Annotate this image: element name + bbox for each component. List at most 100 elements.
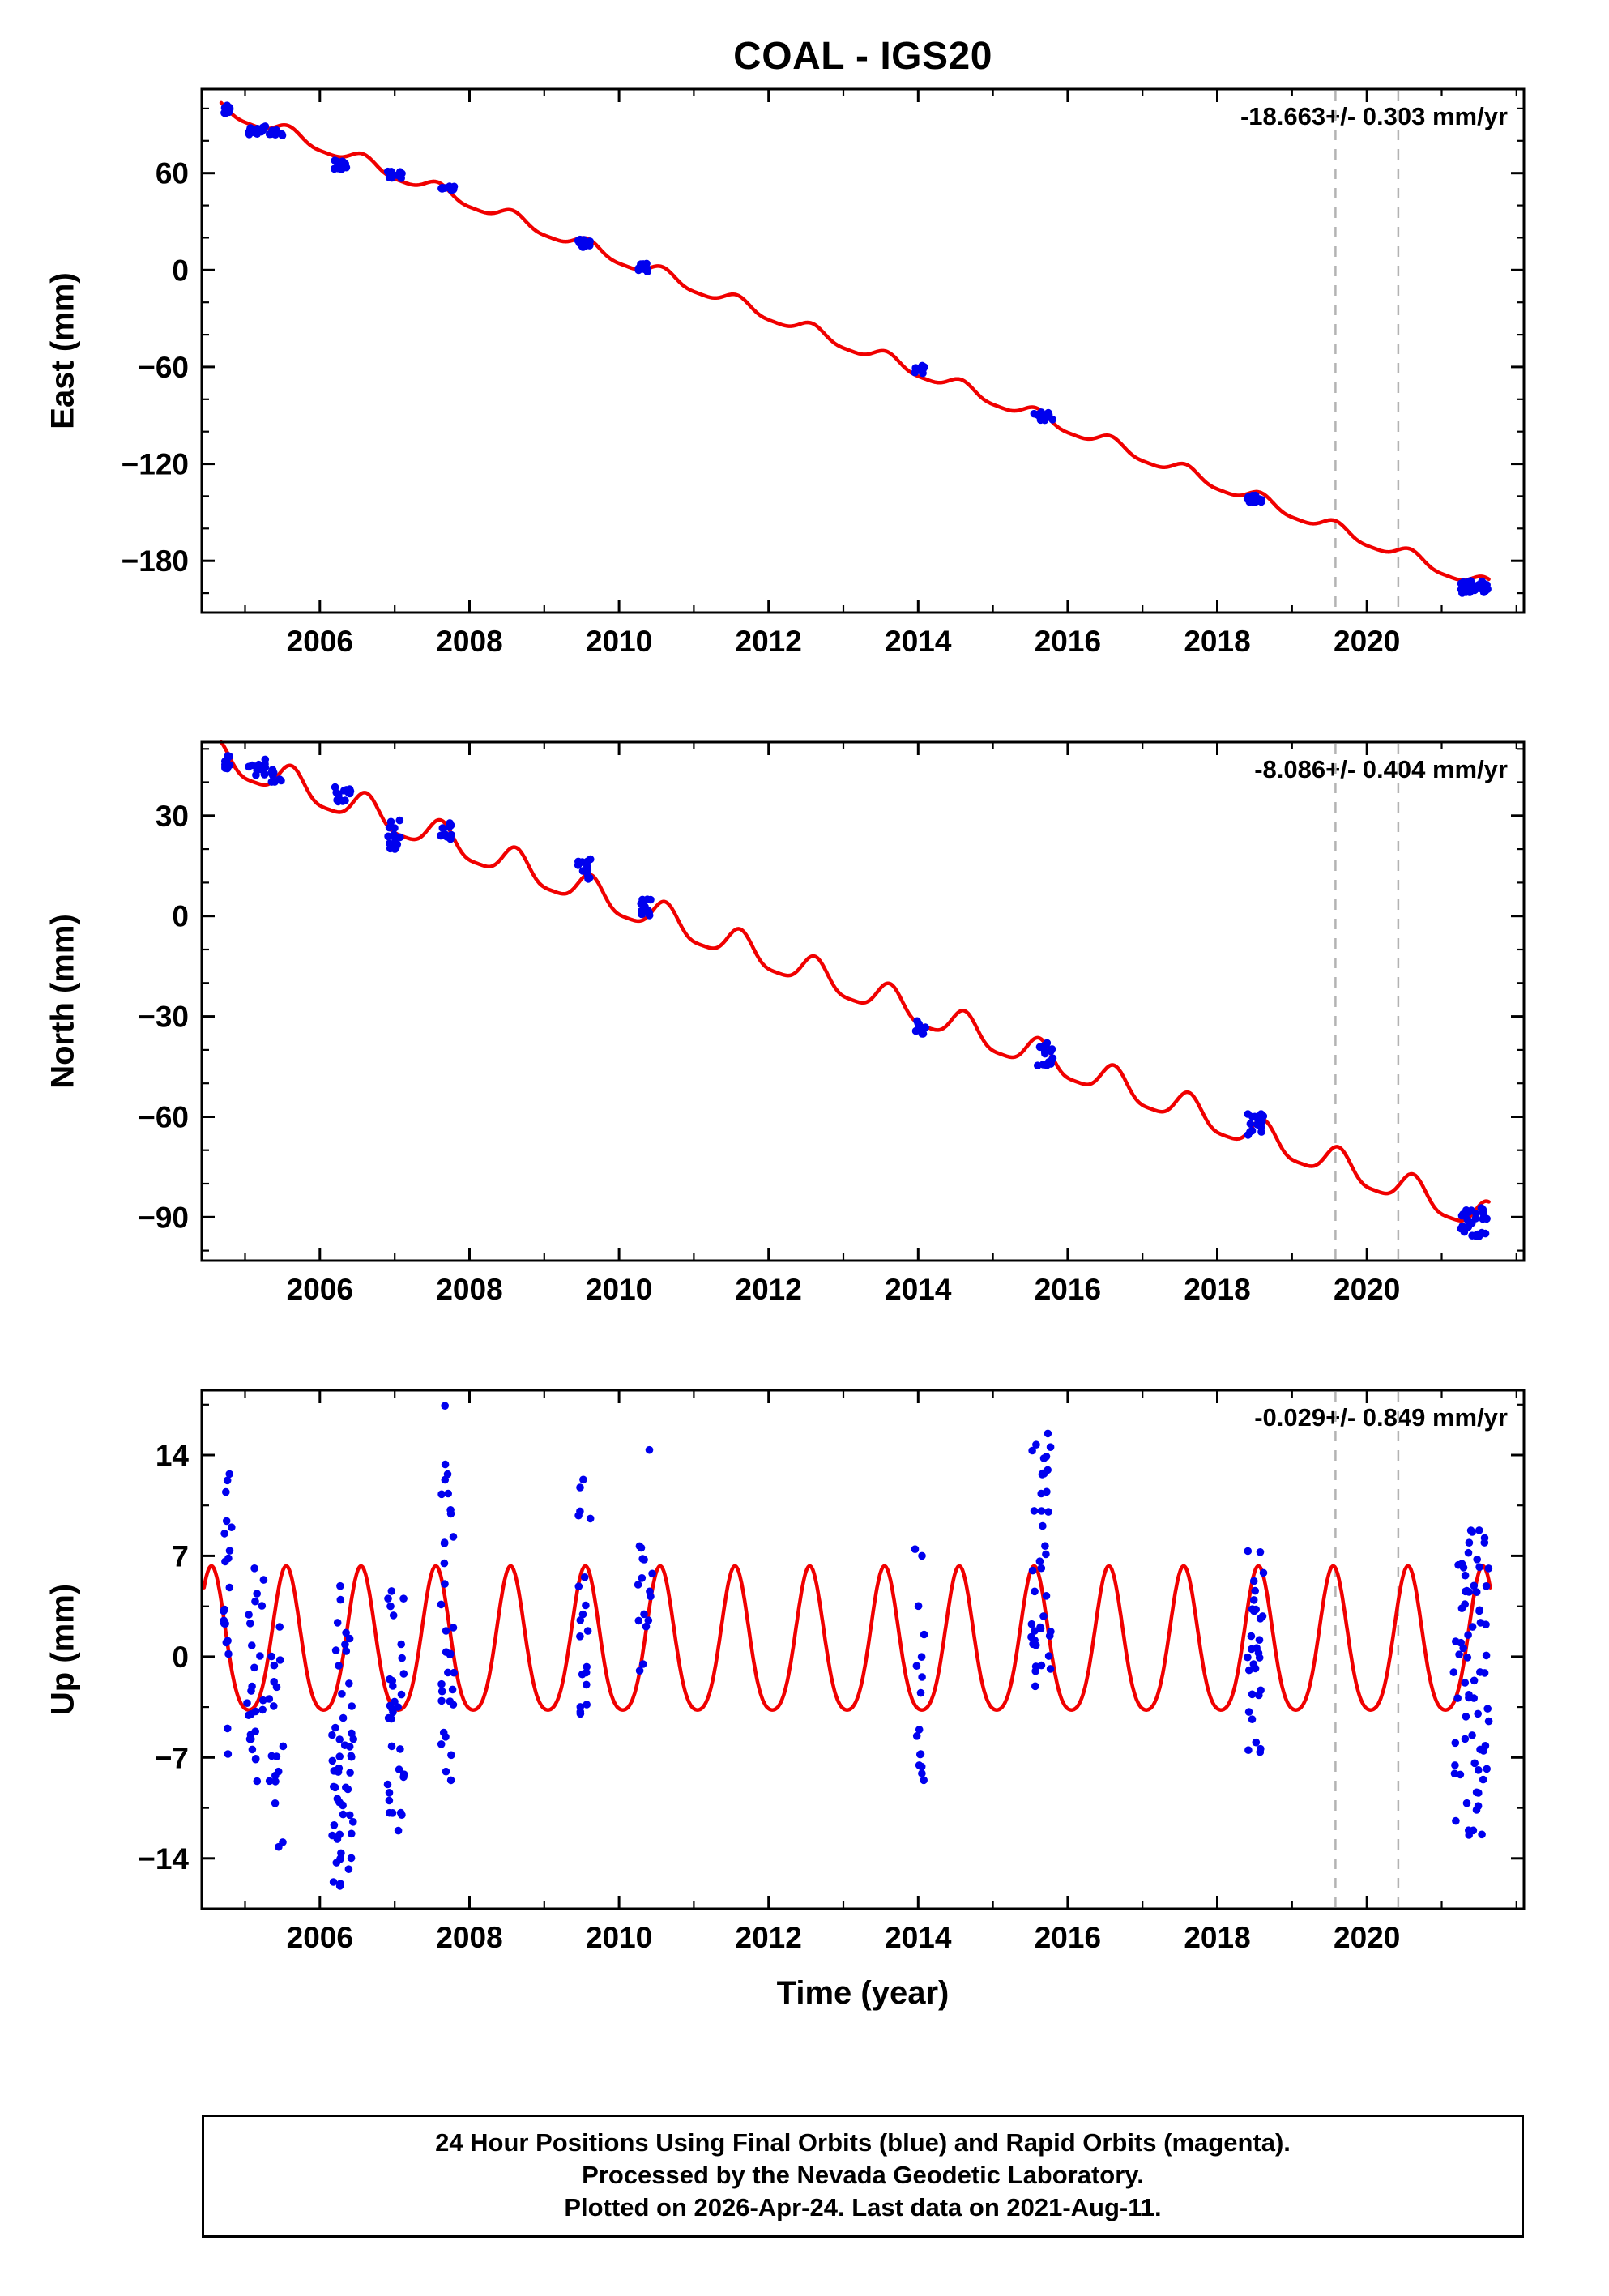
- up-data-point: [1039, 1469, 1047, 1478]
- y-tick-label: 30: [156, 800, 189, 833]
- east-frame: [200, 87, 1526, 614]
- up-panel: 2006 2008 2010 2012 2014 2016 2018 2020 14 7 0 −7 −1…: [138, 1389, 1526, 1954]
- up-data-point: [1044, 1429, 1052, 1438]
- up-data-point: [912, 1732, 921, 1740]
- caption-line-plotted: Plotted on 2026-Apr-24. Last data on 202…: [564, 2193, 1162, 2221]
- x-tick-label: 2010: [586, 625, 652, 658]
- east-data-point: [221, 103, 229, 112]
- x-tick-label: 2018: [1184, 1273, 1250, 1306]
- up-data-point: [442, 1767, 450, 1776]
- up-data-point: [1461, 1679, 1470, 1687]
- east-data-point: [385, 173, 394, 181]
- up-data-point: [267, 1652, 275, 1661]
- east-data-point: [1476, 584, 1484, 592]
- north-data-point: [1467, 1206, 1475, 1214]
- north-data-point: [645, 911, 654, 920]
- up-data-point: [394, 1826, 403, 1835]
- north-data-point: [341, 796, 349, 804]
- up-data-point: [1484, 1717, 1493, 1726]
- up-data-point: [1249, 1596, 1258, 1604]
- up-data-point: [1453, 1694, 1462, 1702]
- up-data-point: [437, 1679, 446, 1688]
- north-data-point: [1457, 1224, 1465, 1233]
- up-data-point: [449, 1701, 458, 1709]
- up-data-point: [265, 1777, 274, 1786]
- up-data-point: [1259, 1568, 1268, 1577]
- up-data-point: [328, 1731, 336, 1739]
- north-data-point: [586, 855, 595, 864]
- up-data-point: [387, 1714, 395, 1723]
- up-data-point: [271, 1771, 280, 1780]
- north-data-point: [260, 770, 269, 779]
- up-data-point: [1031, 1627, 1039, 1635]
- east-data-point: [1248, 491, 1257, 500]
- east-data-point: [580, 236, 588, 244]
- up-data-point: [279, 1742, 288, 1751]
- y-tick-label: −7: [155, 1741, 189, 1774]
- time-axis-label: Time (year): [776, 1975, 950, 2011]
- up-data-point: [1042, 1592, 1051, 1600]
- up-data-point: [344, 1865, 353, 1873]
- up-data-point: [1031, 1587, 1039, 1596]
- up-data-point: [220, 1605, 229, 1614]
- north-data-point: [1044, 1058, 1053, 1066]
- up-data-point: [259, 1696, 267, 1705]
- up-data-point: [579, 1475, 587, 1484]
- up-data-point: [446, 1776, 455, 1785]
- up-data-point: [336, 1581, 344, 1590]
- up-data-point: [335, 1798, 344, 1807]
- up-data-point: [346, 1811, 354, 1820]
- up-data-point: [1457, 1604, 1466, 1612]
- up-data-point: [1468, 1528, 1476, 1536]
- up-data-point: [1035, 1557, 1044, 1565]
- up-data-point: [918, 1551, 926, 1560]
- up-data-point: [1255, 1691, 1263, 1700]
- up-data-point: [1462, 1799, 1471, 1807]
- up-data-point: [635, 1667, 644, 1675]
- north-data-point: [331, 783, 339, 792]
- up-data-point: [1475, 1526, 1483, 1534]
- up-data-point: [1042, 1550, 1050, 1559]
- up-data-point: [348, 1729, 356, 1738]
- up-data-point: [917, 1653, 926, 1661]
- north-data-point: [1040, 1048, 1049, 1056]
- up-data-point: [1461, 1735, 1470, 1743]
- x-tick-label: 2010: [586, 1921, 652, 1954]
- east-data-point: [1255, 495, 1264, 503]
- east-data-point: [1048, 416, 1056, 424]
- up-data-point: [1244, 1708, 1253, 1716]
- x-tick-label: 2016: [1035, 1273, 1101, 1306]
- up-data-point: [245, 1611, 253, 1619]
- up-data-point: [223, 1476, 232, 1485]
- north-data-point: [1481, 1229, 1490, 1238]
- up-data-point: [275, 1656, 284, 1664]
- up-data-point: [331, 1723, 339, 1732]
- up-data-point: [1464, 1631, 1472, 1639]
- y-tick-label: 7: [172, 1539, 189, 1573]
- up-data-point: [449, 1624, 458, 1632]
- up-data-point: [387, 1742, 396, 1751]
- up-rate-annotation: -0.029+/- 0.849 mm/yr: [1254, 1403, 1508, 1432]
- north-data-point: [346, 789, 354, 798]
- up-data-point: [576, 1703, 585, 1711]
- x-tick-label: 2006: [287, 1273, 353, 1306]
- x-tick-label: 2012: [736, 625, 802, 658]
- up-data-point: [1253, 1644, 1261, 1652]
- up-data-point: [1472, 1788, 1481, 1797]
- x-tick-label: 2018: [1184, 625, 1250, 658]
- up-data-point: [637, 1543, 646, 1552]
- up-data-point: [1029, 1640, 1037, 1649]
- up-data-point: [345, 1634, 354, 1643]
- up-data-point: [583, 1627, 592, 1635]
- up-data-point: [576, 1483, 584, 1492]
- east-data-point: [330, 164, 339, 173]
- x-tick-label: 2006: [287, 1921, 353, 1954]
- up-data-point: [1028, 1566, 1037, 1575]
- up-data-point: [1244, 1653, 1252, 1662]
- up-data-point: [399, 1594, 408, 1603]
- north-data-point: [1471, 1214, 1480, 1223]
- x-tick-label: 2012: [736, 1273, 802, 1306]
- up-data-point: [437, 1490, 446, 1499]
- up-data-point: [397, 1690, 406, 1699]
- up-data-point: [1470, 1694, 1478, 1702]
